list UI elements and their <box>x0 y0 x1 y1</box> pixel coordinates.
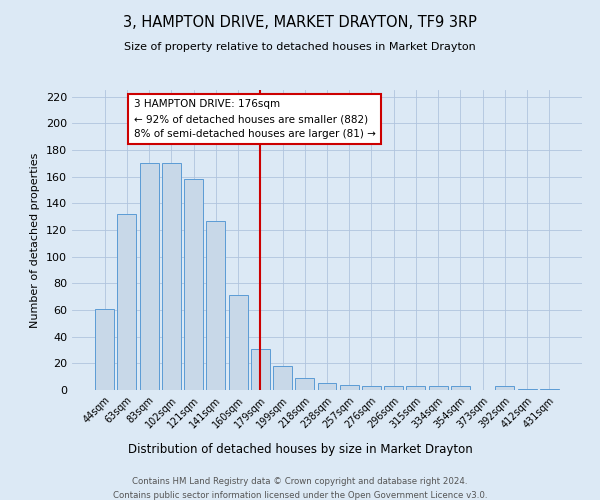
Bar <box>496 386 514 390</box>
Bar <box>429 386 448 390</box>
Text: Contains HM Land Registry data © Crown copyright and database right 2024.: Contains HM Land Registry data © Crown c… <box>132 478 468 486</box>
Bar <box>384 386 403 390</box>
Bar <box>184 180 203 390</box>
Bar <box>340 384 359 390</box>
Text: 3 HAMPTON DRIVE: 176sqm
← 92% of detached houses are smaller (882)
8% of semi-de: 3 HAMPTON DRIVE: 176sqm ← 92% of detache… <box>134 100 376 139</box>
Bar <box>95 308 114 390</box>
Text: 3, HAMPTON DRIVE, MARKET DRAYTON, TF9 3RP: 3, HAMPTON DRIVE, MARKET DRAYTON, TF9 3R… <box>123 15 477 30</box>
Bar <box>118 214 136 390</box>
Bar <box>317 384 337 390</box>
Y-axis label: Number of detached properties: Number of detached properties <box>31 152 40 328</box>
Bar <box>362 386 381 390</box>
Bar <box>273 366 292 390</box>
Text: Contains public sector information licensed under the Open Government Licence v3: Contains public sector information licen… <box>113 491 487 500</box>
Bar <box>451 386 470 390</box>
Bar <box>229 296 248 390</box>
Bar <box>162 164 181 390</box>
Bar <box>540 388 559 390</box>
Bar <box>518 388 536 390</box>
Bar <box>406 386 425 390</box>
Bar <box>140 164 158 390</box>
Bar <box>206 220 225 390</box>
Bar <box>251 348 270 390</box>
Bar <box>295 378 314 390</box>
Text: Size of property relative to detached houses in Market Drayton: Size of property relative to detached ho… <box>124 42 476 52</box>
Text: Distribution of detached houses by size in Market Drayton: Distribution of detached houses by size … <box>128 442 472 456</box>
